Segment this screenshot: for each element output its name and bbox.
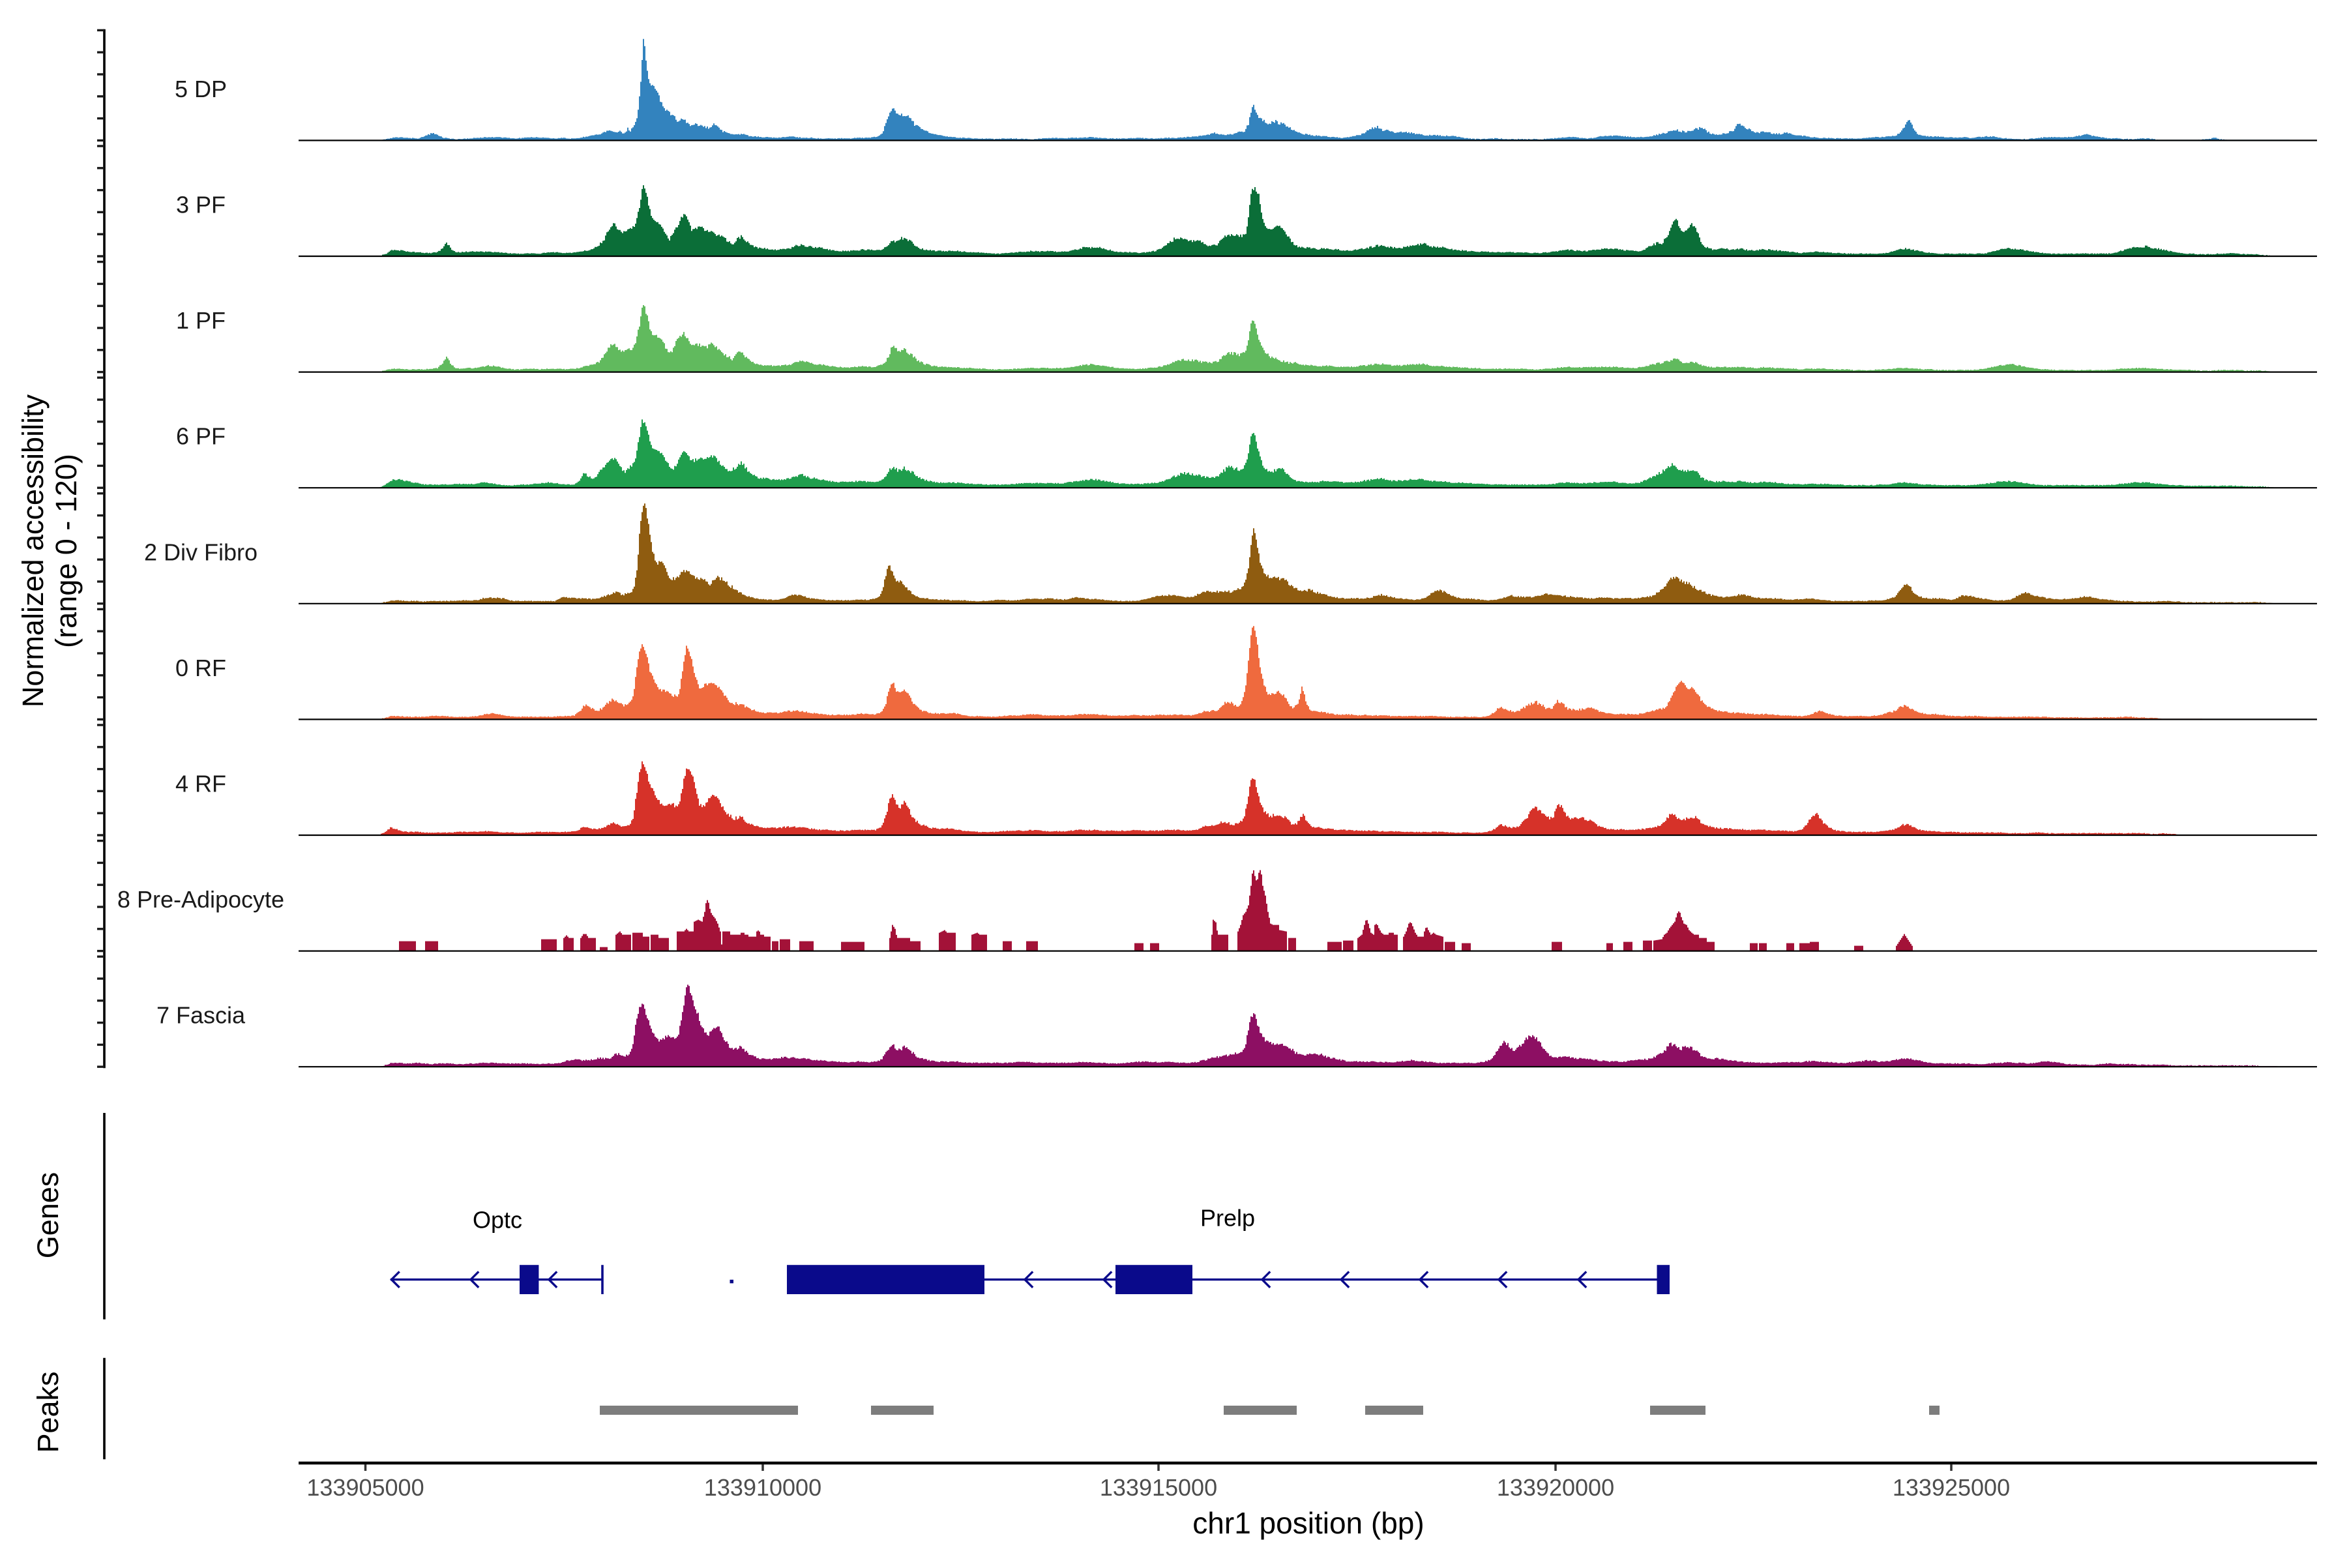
svg-text:Peaks: Peaks xyxy=(31,1371,65,1453)
svg-text:4 RF: 4 RF xyxy=(175,771,226,797)
svg-text:Normalized accessibility: Normalized accessibility xyxy=(16,394,50,707)
svg-text:(range 0 - 120): (range 0 - 120) xyxy=(50,454,83,648)
svg-text:3 PF: 3 PF xyxy=(176,192,226,218)
svg-text:133910000: 133910000 xyxy=(704,1474,821,1501)
svg-text:Genes: Genes xyxy=(31,1172,65,1259)
svg-text:Optc: Optc xyxy=(473,1207,522,1234)
svg-text:7 Fascia: 7 Fascia xyxy=(156,1002,246,1029)
svg-text:133915000: 133915000 xyxy=(1100,1474,1217,1501)
svg-text:5 DP: 5 DP xyxy=(175,76,227,102)
svg-text:chr1 position (bp): chr1 position (bp) xyxy=(1192,1506,1424,1540)
svg-text:2 Div Fibro: 2 Div Fibro xyxy=(144,539,258,565)
svg-text:Prelp: Prelp xyxy=(1200,1205,1255,1232)
svg-text:0 RF: 0 RF xyxy=(175,655,226,681)
svg-text:133905000: 133905000 xyxy=(306,1474,424,1501)
svg-text:6 PF: 6 PF xyxy=(176,423,226,450)
svg-text:8 Pre-Adipocyte: 8 Pre-Adipocyte xyxy=(117,886,284,913)
svg-text:133925000: 133925000 xyxy=(1893,1474,2010,1501)
svg-text:1 PF: 1 PF xyxy=(176,307,226,334)
svg-text:133920000: 133920000 xyxy=(1497,1474,1614,1501)
